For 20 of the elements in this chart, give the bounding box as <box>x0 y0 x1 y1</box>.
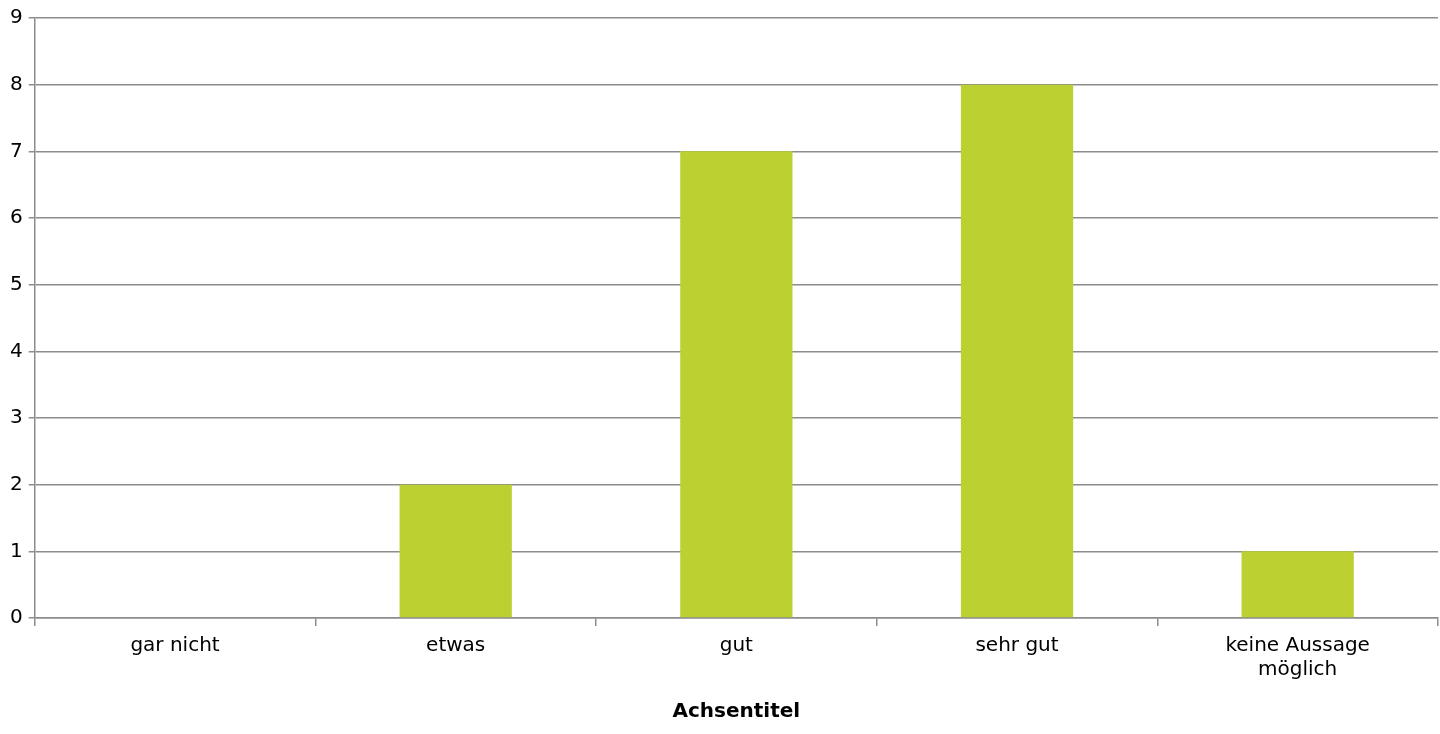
y-tick-label: 5 <box>9 270 23 295</box>
x-tick-label: etwas <box>426 632 486 657</box>
x-tick-label: keine Aussage möglich <box>1225 632 1370 681</box>
y-tick-label: 9 <box>9 4 23 29</box>
bar <box>680 151 793 618</box>
x-tick-label: gar nicht <box>130 632 220 657</box>
x-tick-label: sehr gut <box>975 632 1059 657</box>
y-tick-label: 1 <box>9 537 23 562</box>
y-tick-label: 8 <box>9 70 23 95</box>
y-tick-label: 7 <box>9 137 23 162</box>
x-axis-title: Achsentitel <box>672 698 801 723</box>
y-tick-label: 4 <box>9 337 23 362</box>
x-tick-label: gut <box>719 632 754 657</box>
bar <box>960 84 1074 618</box>
bar <box>1241 551 1354 618</box>
y-tick-label: 2 <box>9 470 23 495</box>
bar <box>399 484 512 618</box>
y-tick-label: 3 <box>9 404 23 429</box>
y-tick-label: 0 <box>9 604 23 629</box>
y-tick-label: 6 <box>9 204 23 229</box>
